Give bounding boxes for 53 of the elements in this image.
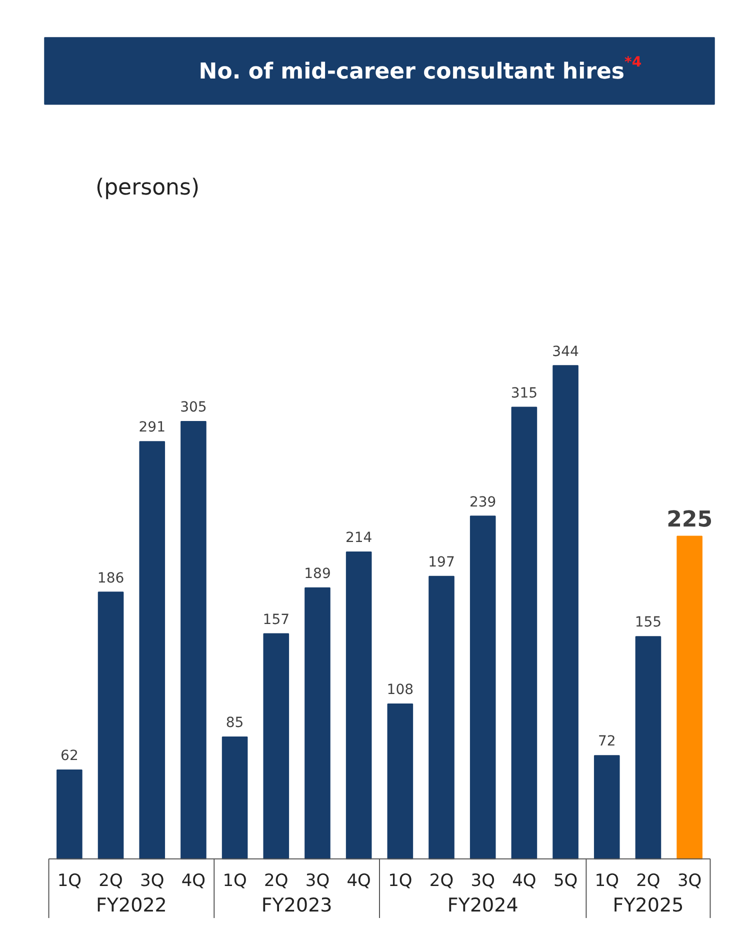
bar — [470, 516, 496, 860]
text: (persons) — [96, 176, 200, 200]
x-tick-label: 4Q — [346, 871, 371, 892]
x-tick-label: 1Q — [222, 871, 247, 892]
bar — [304, 587, 330, 860]
bar — [594, 755, 620, 860]
data-label: 108 — [386, 682, 414, 698]
text: FY2022 — [96, 894, 167, 917]
data-label: 239 — [469, 494, 496, 510]
text: FY2024 — [447, 894, 518, 917]
x-tick-label: 5Q — [553, 871, 578, 892]
x-tick-label: 2Q — [264, 871, 288, 892]
bar — [346, 552, 372, 860]
bar — [98, 592, 124, 860]
data-label: 155 — [634, 614, 662, 631]
x-tick-label: 1Q — [388, 871, 412, 892]
data-label: 344 — [552, 344, 579, 360]
bar — [552, 365, 578, 860]
bar — [387, 703, 414, 860]
bar — [222, 736, 248, 860]
x-tick-label: 3Q — [305, 871, 330, 892]
data-label: 214 — [345, 530, 372, 546]
bar — [428, 576, 454, 860]
bar — [180, 421, 206, 860]
x-tick-label: 4Q — [512, 871, 536, 892]
data-label: 85 — [226, 715, 244, 732]
x-tick-label: 2Q — [429, 871, 454, 892]
data-label: 186 — [97, 570, 124, 586]
data-label: 291 — [138, 420, 166, 436]
data-label: 157 — [262, 612, 290, 628]
bar — [635, 636, 662, 860]
x-tick-label: 3Q — [470, 871, 495, 892]
bar — [139, 441, 166, 860]
text: FY2023 — [261, 894, 332, 917]
bar — [56, 769, 82, 860]
data-label: 305 — [180, 400, 207, 416]
text: FY2025 — [612, 894, 684, 917]
x-tick-label: 2Q — [636, 871, 660, 892]
x-tick-label: 1Q — [57, 871, 82, 892]
bar — [263, 633, 290, 860]
x-tick-label: 1Q — [594, 871, 619, 892]
data-label: 197 — [428, 554, 455, 571]
bar — [676, 536, 702, 860]
x-tick-label: 2Q — [98, 871, 123, 892]
data-label: 189 — [304, 566, 331, 582]
data-label: 62 — [60, 748, 78, 764]
x-tick-label: 4Q — [181, 871, 206, 892]
data-label: 72 — [598, 734, 616, 750]
data-label: 225 — [666, 507, 713, 532]
x-tick-label: 3Q — [677, 871, 702, 892]
bar — [511, 406, 538, 860]
x-tick-label: 3Q — [140, 871, 164, 892]
data-label: 315 — [510, 385, 538, 402]
